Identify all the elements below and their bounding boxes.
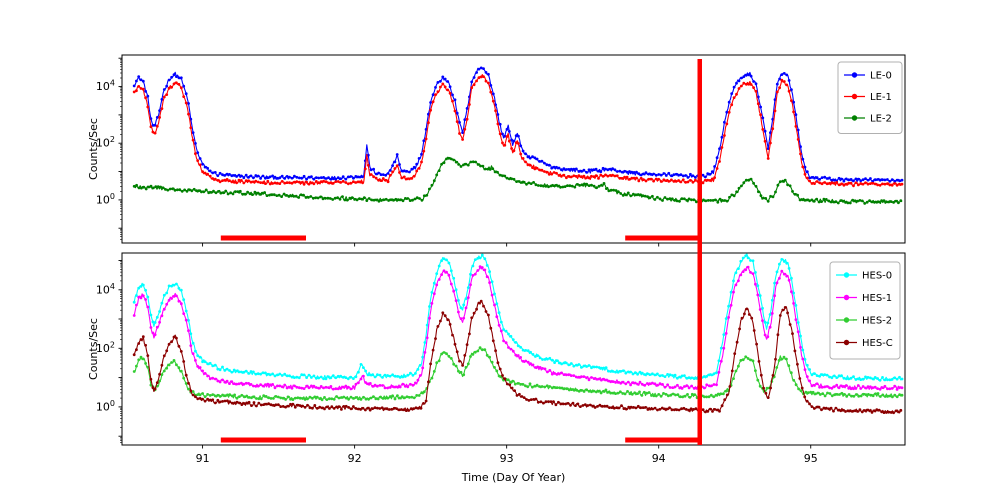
- x-tick-label: 91: [196, 452, 210, 465]
- legend-marker-sample: [843, 317, 850, 323]
- legend-label: HES-C: [862, 338, 893, 349]
- x-tick-label: 93: [500, 452, 514, 465]
- x-axis-label: Time (Day Of Year): [461, 471, 566, 484]
- markers-LE-2: [132, 156, 903, 205]
- markers-HES-0: [132, 253, 904, 382]
- y-tick-label: 104: [96, 79, 115, 94]
- legend-marker-sample: [843, 294, 850, 301]
- markers-HES-2: [132, 346, 904, 402]
- markers-LE-0: [132, 66, 904, 183]
- series-LE-1: [133, 74, 903, 187]
- x-tick-label: 92: [348, 452, 362, 465]
- y-axis-label-hes: Counts/Sec: [87, 318, 100, 380]
- legend-le: LE-0 LE-1 LE-2: [837, 61, 903, 134]
- legend-item-HES-0: HES-0: [836, 271, 892, 282]
- y-ticks-hes: 100 102 104: [96, 260, 122, 444]
- legend-hes: HES-0 HES-1 HES-2 HES-C: [829, 261, 901, 360]
- y-ticks-le: 100 102 104: [96, 57, 122, 240]
- legend-item-LE-2: LE-2: [844, 114, 892, 125]
- legend-item-LE-0: LE-0: [844, 71, 892, 82]
- x-ticks-hes: 91 92 93 94 95: [196, 445, 818, 465]
- markers-LE-1: [132, 75, 904, 188]
- legend-item-HES-C: HES-C: [836, 338, 893, 349]
- x-tick-label: 94: [652, 452, 666, 465]
- y-axis-label-le: Counts/Sec: [87, 118, 100, 180]
- legend-marker-sample: [843, 272, 850, 278]
- legend-label: LE-0: [870, 71, 892, 82]
- x-ticks-le: [202, 243, 812, 247]
- y-tick-label: 104: [96, 282, 115, 297]
- y-tick-label: 102: [96, 135, 115, 150]
- legend-item-HES-2: HES-2: [836, 316, 892, 327]
- legend-marker-sample: [851, 72, 858, 78]
- legend-box: [829, 261, 901, 360]
- y-tick-label: 100: [96, 192, 115, 207]
- legend-label: HES-0: [862, 271, 892, 282]
- legend-item-LE-1: LE-1: [844, 92, 892, 103]
- legend-label: LE-1: [870, 92, 892, 103]
- legend-marker-sample: [851, 93, 858, 100]
- markers-HES-1: [132, 265, 904, 391]
- x-tick-label: 95: [804, 452, 818, 465]
- legend-item-HES-1: HES-1: [836, 293, 892, 304]
- legend-label: HES-2: [862, 316, 892, 327]
- legend-marker-sample: [851, 115, 858, 121]
- series-HES-1: [133, 266, 903, 391]
- markers-HES-C: [132, 299, 903, 415]
- legend-label: HES-1: [862, 293, 892, 304]
- hes-panel-frame: [121, 252, 906, 446]
- y-tick-label: 102: [96, 340, 115, 355]
- y-tick-label: 100: [96, 399, 115, 414]
- le-panel-frame: [121, 54, 906, 244]
- le-panel-series: [132, 66, 904, 205]
- hes-panel-series: [132, 253, 904, 415]
- legend-label: LE-2: [870, 114, 892, 125]
- legend-marker-sample: [843, 339, 850, 346]
